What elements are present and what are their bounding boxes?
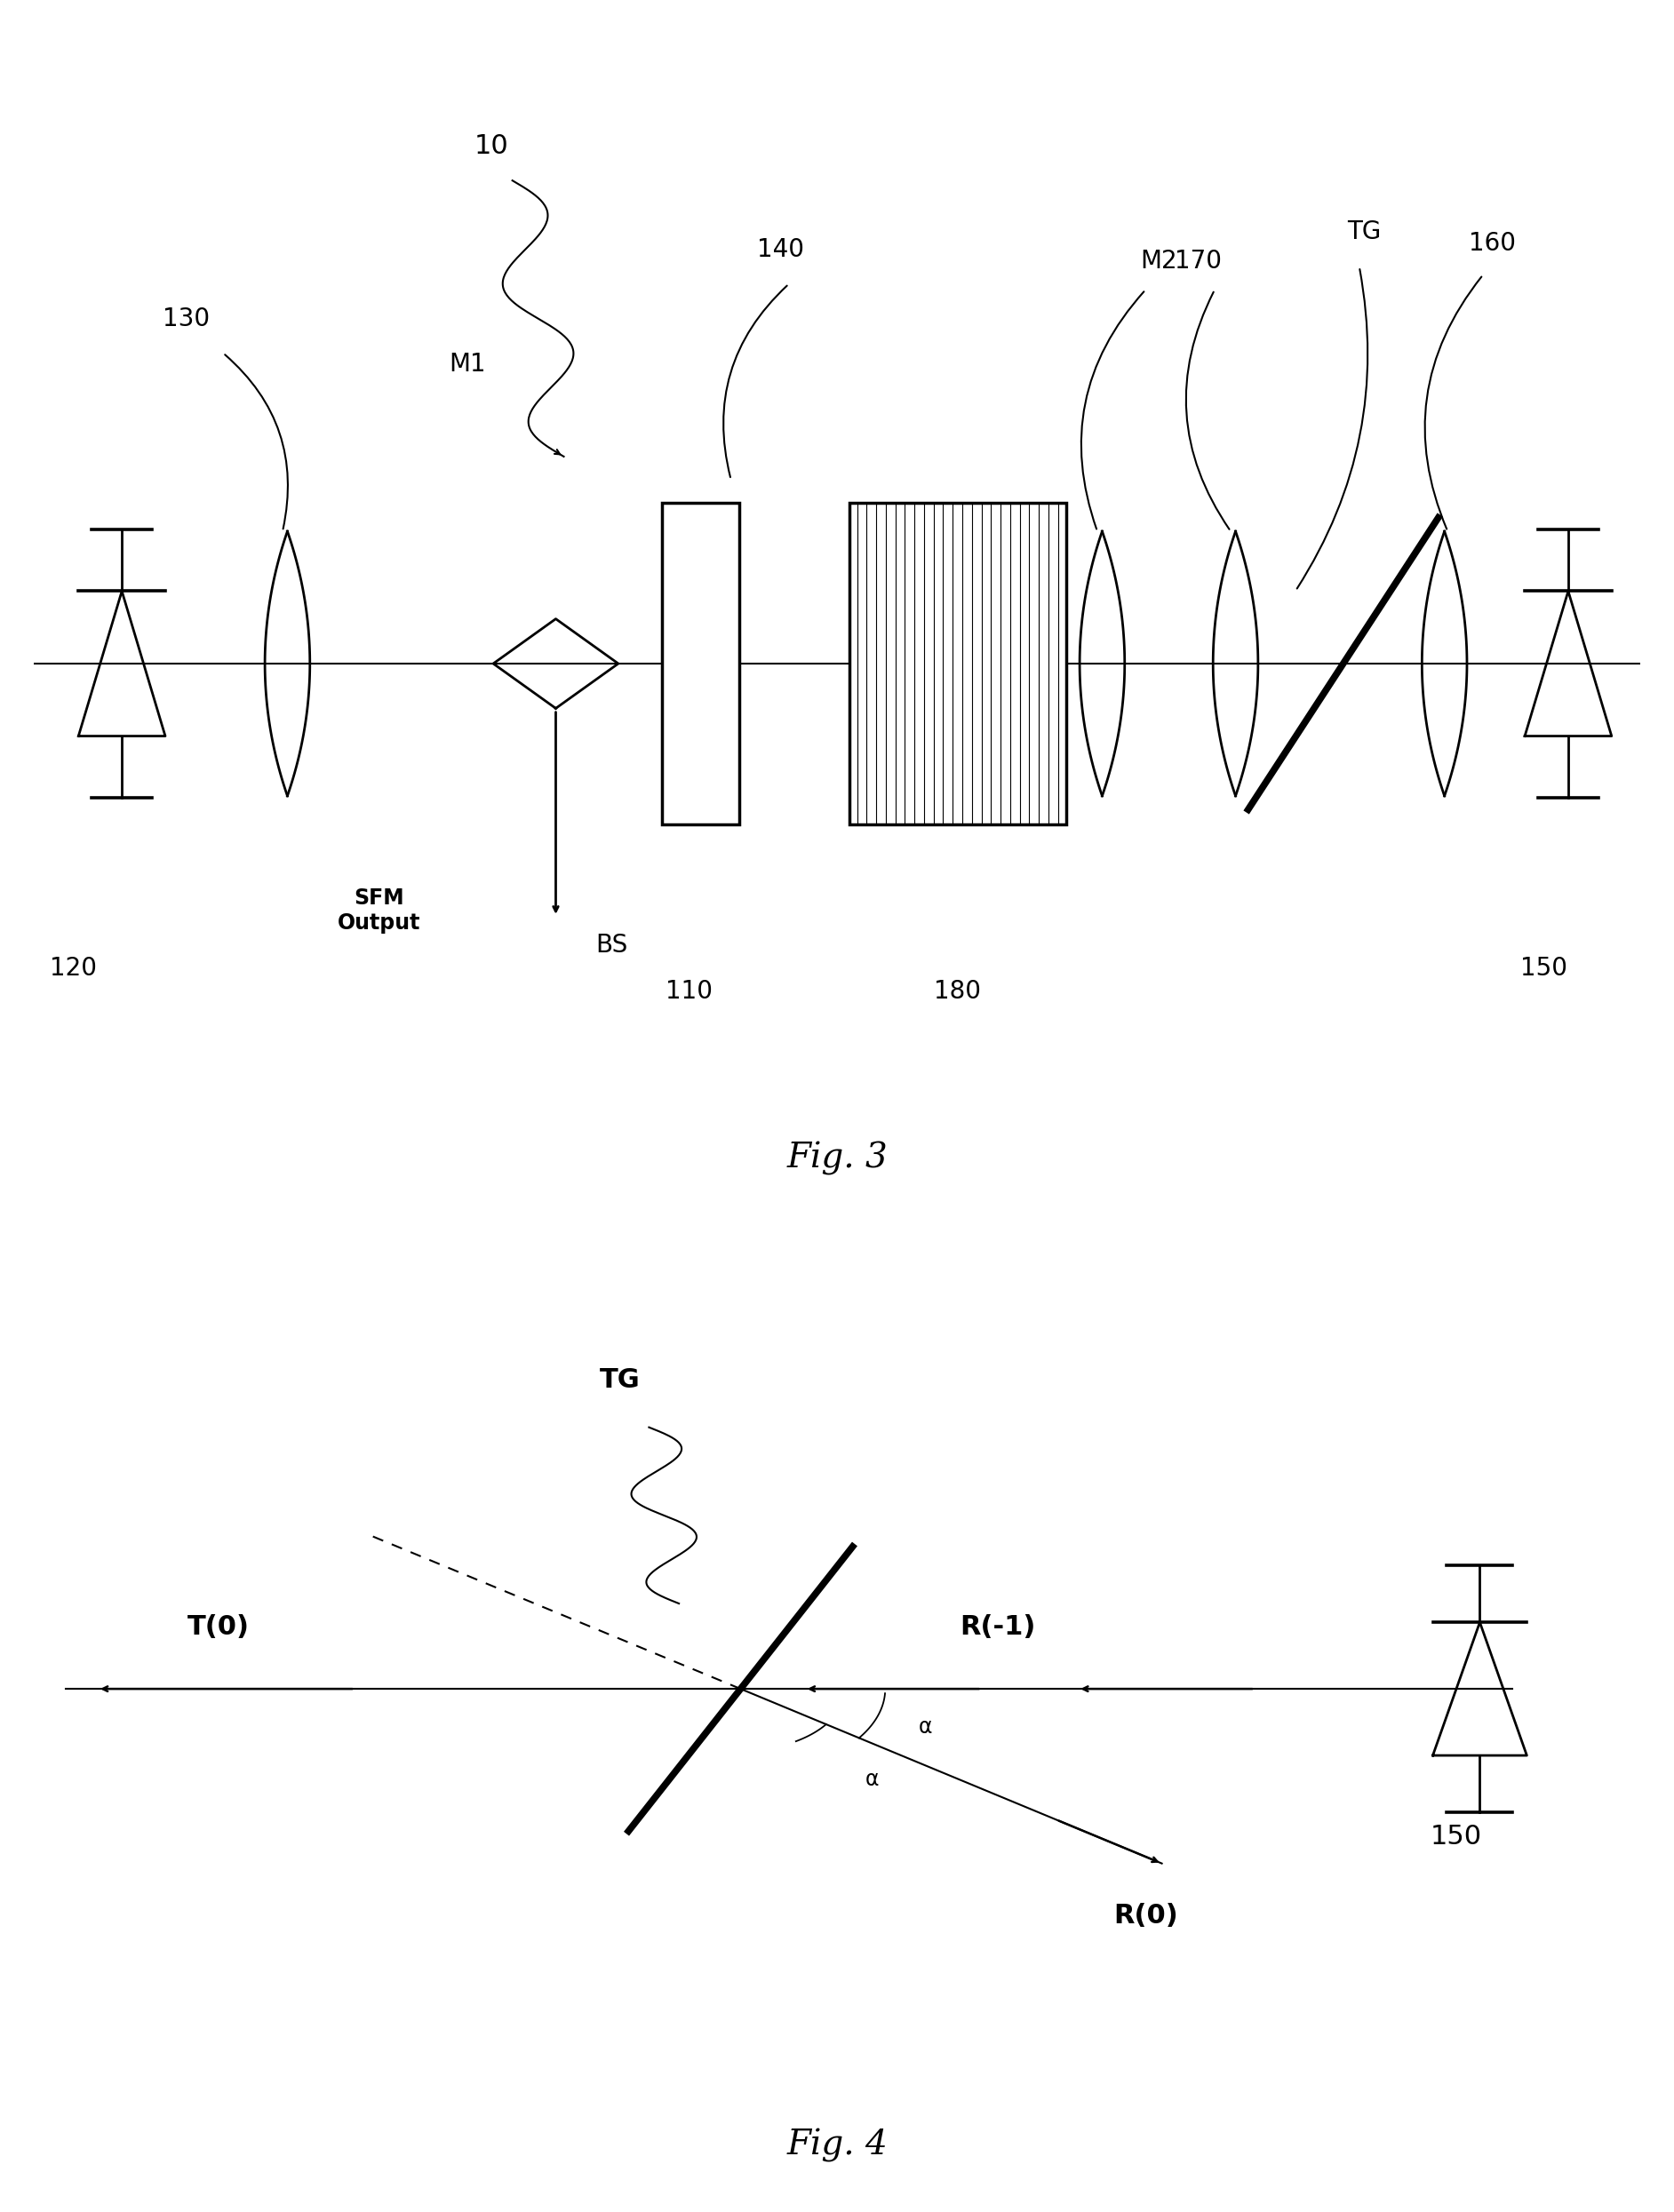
Text: 180: 180	[934, 980, 981, 1004]
Text: R(-1): R(-1)	[959, 1615, 1036, 1639]
Text: 130: 130	[162, 305, 209, 332]
Text: 150: 150	[1430, 1823, 1481, 1849]
Text: 120: 120	[50, 956, 97, 980]
Text: BS: BS	[596, 933, 628, 958]
Text: M2: M2	[1140, 248, 1177, 274]
Bar	[661, 502, 738, 825]
Text: 110: 110	[666, 980, 713, 1004]
Text: 170: 170	[1175, 248, 1222, 274]
Text: SFM
Output: SFM Output	[338, 887, 420, 933]
Bar	[849, 502, 1066, 825]
Text: TG: TG	[599, 1367, 641, 1394]
Text: TG: TG	[1348, 219, 1381, 246]
Text: 140: 140	[757, 237, 804, 261]
Text: Fig. 4: Fig. 4	[787, 2128, 887, 2163]
Text: T(0): T(0)	[187, 1615, 249, 1639]
Text: α: α	[919, 1717, 932, 1739]
Text: Fig. 3: Fig. 3	[787, 1141, 887, 1175]
Text: 10: 10	[474, 133, 509, 159]
Text: 160: 160	[1470, 232, 1517, 257]
Text: M1: M1	[449, 352, 485, 376]
Text: 150: 150	[1520, 956, 1567, 980]
Text: α: α	[865, 1770, 879, 1790]
Text: R(0): R(0)	[1113, 1902, 1178, 1929]
